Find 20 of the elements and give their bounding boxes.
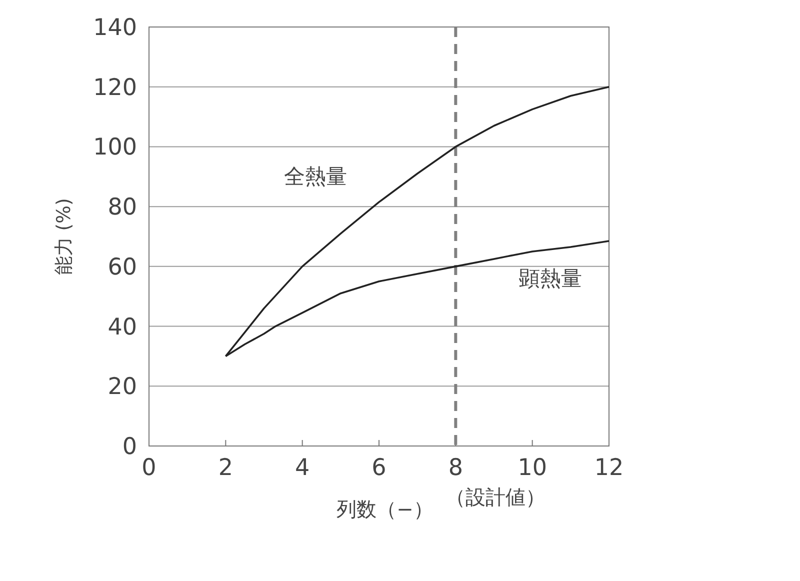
y-tick-label: 0: [122, 434, 137, 460]
y-tick-label: 140: [93, 15, 137, 41]
y-tick-label: 20: [108, 374, 137, 400]
x-tick-label: 4: [295, 455, 310, 481]
y-tick-label: 80: [108, 194, 137, 221]
series-label: 顕熱量: [518, 266, 582, 290]
series-label: 全熱量: [284, 164, 348, 189]
y-tick-label: 60: [108, 254, 137, 280]
x-tick-label: 12: [594, 455, 624, 481]
ref-line-label: （設計値）: [446, 485, 546, 509]
y-tick-label: 40: [108, 314, 137, 340]
x-tick-label: 8: [448, 455, 463, 481]
x-tick-label: 6: [372, 455, 386, 481]
x-tick-label: 0: [142, 455, 156, 481]
y-tick-label: 120: [93, 74, 137, 101]
y-tick-label: 100: [93, 134, 137, 161]
y-axis-title: 能力 (%): [53, 198, 75, 275]
x-axis-title: 列数（−）: [336, 497, 434, 521]
x-tick-label: 2: [218, 455, 233, 481]
x-tick-label: 10: [518, 455, 547, 481]
